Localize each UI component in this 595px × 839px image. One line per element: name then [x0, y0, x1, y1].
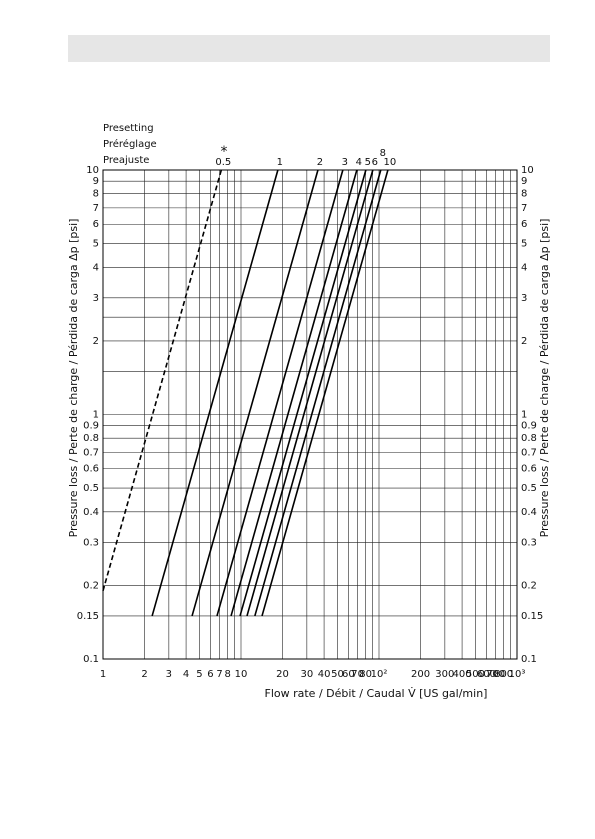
x-tick-label: 8 — [224, 669, 230, 680]
plot-frame — [102, 169, 518, 660]
y-tick-label: 0.15 — [521, 611, 543, 622]
series-label: 5 — [365, 157, 371, 168]
y-tick-label: 0.15 — [77, 611, 99, 622]
legend-title: Preajuste — [103, 155, 149, 166]
legend-title: Presetting — [103, 123, 154, 134]
series-line — [239, 169, 367, 617]
series-line — [230, 169, 358, 617]
annotation: * — [221, 144, 228, 160]
y-tick-label: 4 — [521, 262, 527, 273]
x-tick-label: 200 — [411, 669, 430, 680]
y-tick-label: 1 — [521, 410, 527, 421]
y-tick-label: 7 — [93, 203, 99, 214]
y-tick-label: 5 — [521, 239, 527, 250]
y-tick-label: 1 — [93, 410, 99, 421]
x-tick-label: 500 — [466, 669, 485, 680]
series-label: 0.5 — [215, 157, 231, 168]
x-tick-label: 5 — [196, 669, 202, 680]
y-tick-label: 6 — [521, 219, 527, 230]
series-label: 4 — [356, 157, 362, 168]
y-tick-label: 0.8 — [83, 433, 99, 444]
header-bar — [68, 35, 550, 62]
y-tick-label: 10 — [521, 165, 534, 176]
y-tick-label: 0.2 — [521, 580, 537, 591]
y-tick-label: 0.4 — [83, 507, 99, 518]
y-tick-label: 0.6 — [83, 464, 99, 475]
x-tick-label: 1 — [100, 669, 106, 680]
y-tick-label: 0.5 — [83, 483, 99, 494]
x-tick-label: 2 — [141, 669, 147, 680]
y-tick-label: 0.9 — [83, 421, 99, 432]
x-tick-label: 800 — [494, 669, 513, 680]
y-tick-label: 0.7 — [83, 447, 99, 458]
x-tick-label: 40 — [318, 669, 331, 680]
y-tick-label: 6 — [93, 219, 99, 230]
series-line — [261, 169, 389, 617]
y-tick-label: 0.8 — [521, 433, 537, 444]
x-tick-label: 50 — [331, 669, 344, 680]
y-tick-label: 0.3 — [521, 537, 537, 548]
y-tick-label: 8 — [93, 189, 99, 200]
y-tick-label: 0.4 — [521, 507, 537, 518]
y-tick-label: 2 — [521, 336, 527, 347]
x-tick-label: 10² — [371, 669, 388, 680]
y-tick-label: 0.1 — [521, 654, 537, 665]
series-label: 3 — [342, 157, 348, 168]
x-tick-label: 70 — [351, 669, 364, 680]
x-tick-label: 7 — [216, 669, 222, 680]
x-tick-label: 30 — [300, 669, 313, 680]
x-tick-label: 600 — [477, 669, 496, 680]
series-label: 10 — [384, 157, 397, 168]
series-line — [102, 169, 223, 592]
x-tick-label: 700 — [486, 669, 505, 680]
x-tick-label: 10³ — [509, 669, 526, 680]
y-tick-label: 3 — [93, 293, 99, 304]
y-tick-label: 7 — [521, 203, 527, 214]
y-tick-label: 0.7 — [521, 447, 537, 458]
x-tick-label: 80 — [359, 669, 372, 680]
x-tick-label: 20 — [276, 669, 289, 680]
series-line — [246, 169, 374, 617]
series-label: 6 — [372, 157, 378, 168]
y-tick-label: 10 — [86, 165, 99, 176]
series-label: 2 — [317, 157, 323, 168]
y-tick-label: 8 — [521, 189, 527, 200]
x-tick-label: 60 — [342, 669, 355, 680]
y-tick-label: 0.5 — [521, 483, 537, 494]
series-line — [254, 169, 382, 617]
x-tick-label: 3 — [166, 669, 172, 680]
y-axis-title: Pressure loss / Perte de charge / Pérdid… — [67, 219, 80, 538]
x-tick-label: 6 — [207, 669, 213, 680]
series-line — [151, 169, 279, 617]
y-axis-title: Pressure loss / Perte de charge / Pérdid… — [538, 219, 551, 538]
y-tick-label: 3 — [521, 293, 527, 304]
y-tick-label: 4 — [93, 262, 99, 273]
series-label: 8 — [380, 148, 386, 159]
y-tick-label: 2 — [93, 336, 99, 347]
legend-title: Préréglage — [103, 138, 157, 150]
y-tick-label: 9 — [93, 176, 99, 187]
series-line — [191, 169, 319, 617]
series-label: 1 — [277, 157, 283, 168]
y-tick-label: 0.6 — [521, 464, 537, 475]
y-tick-label: 0.9 — [521, 421, 537, 432]
x-tick-label: 300 — [435, 669, 454, 680]
y-tick-label: 5 — [93, 239, 99, 250]
y-tick-label: 0.3 — [83, 537, 99, 548]
y-tick-label: 0.1 — [83, 654, 99, 665]
y-tick-label: 0.2 — [83, 580, 99, 591]
y-tick-label: 9 — [521, 176, 527, 187]
x-tick-label: 10 — [235, 669, 248, 680]
series-line — [216, 169, 344, 617]
x-tick-label: 4 — [183, 669, 189, 680]
x-axis-title: Flow rate / Débit / Caudal V̇ [US gal/mi… — [265, 687, 488, 700]
x-tick-label: 400 — [453, 669, 472, 680]
